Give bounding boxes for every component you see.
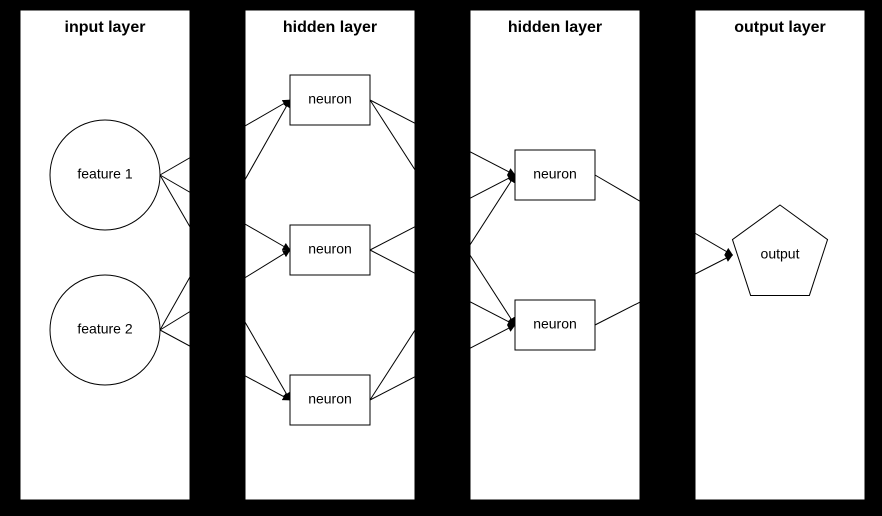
layer-title-hidden2: hidden layer	[508, 19, 602, 36]
node-label-f1: feature 1	[77, 166, 132, 182]
node-label-out: output	[761, 246, 800, 262]
neural-network-diagram: input layer hidden layer hidden layer outpu…	[0, 0, 882, 516]
layer-title-input: input layer	[65, 19, 146, 36]
layer-panel-input	[20, 10, 190, 500]
node-label-h2b: neuron	[533, 316, 577, 332]
node-label-h1b: neuron	[308, 241, 352, 257]
node-label-f2: feature 2	[77, 321, 132, 337]
node-label-h1c: neuron	[308, 391, 352, 407]
node-label-h1a: neuron	[308, 91, 352, 107]
layer-panel-hidden2	[470, 10, 640, 500]
layer-title-hidden1: hidden layer	[283, 19, 377, 36]
layer-title-output: output layer	[734, 19, 826, 36]
node-label-h2a: neuron	[533, 166, 577, 182]
